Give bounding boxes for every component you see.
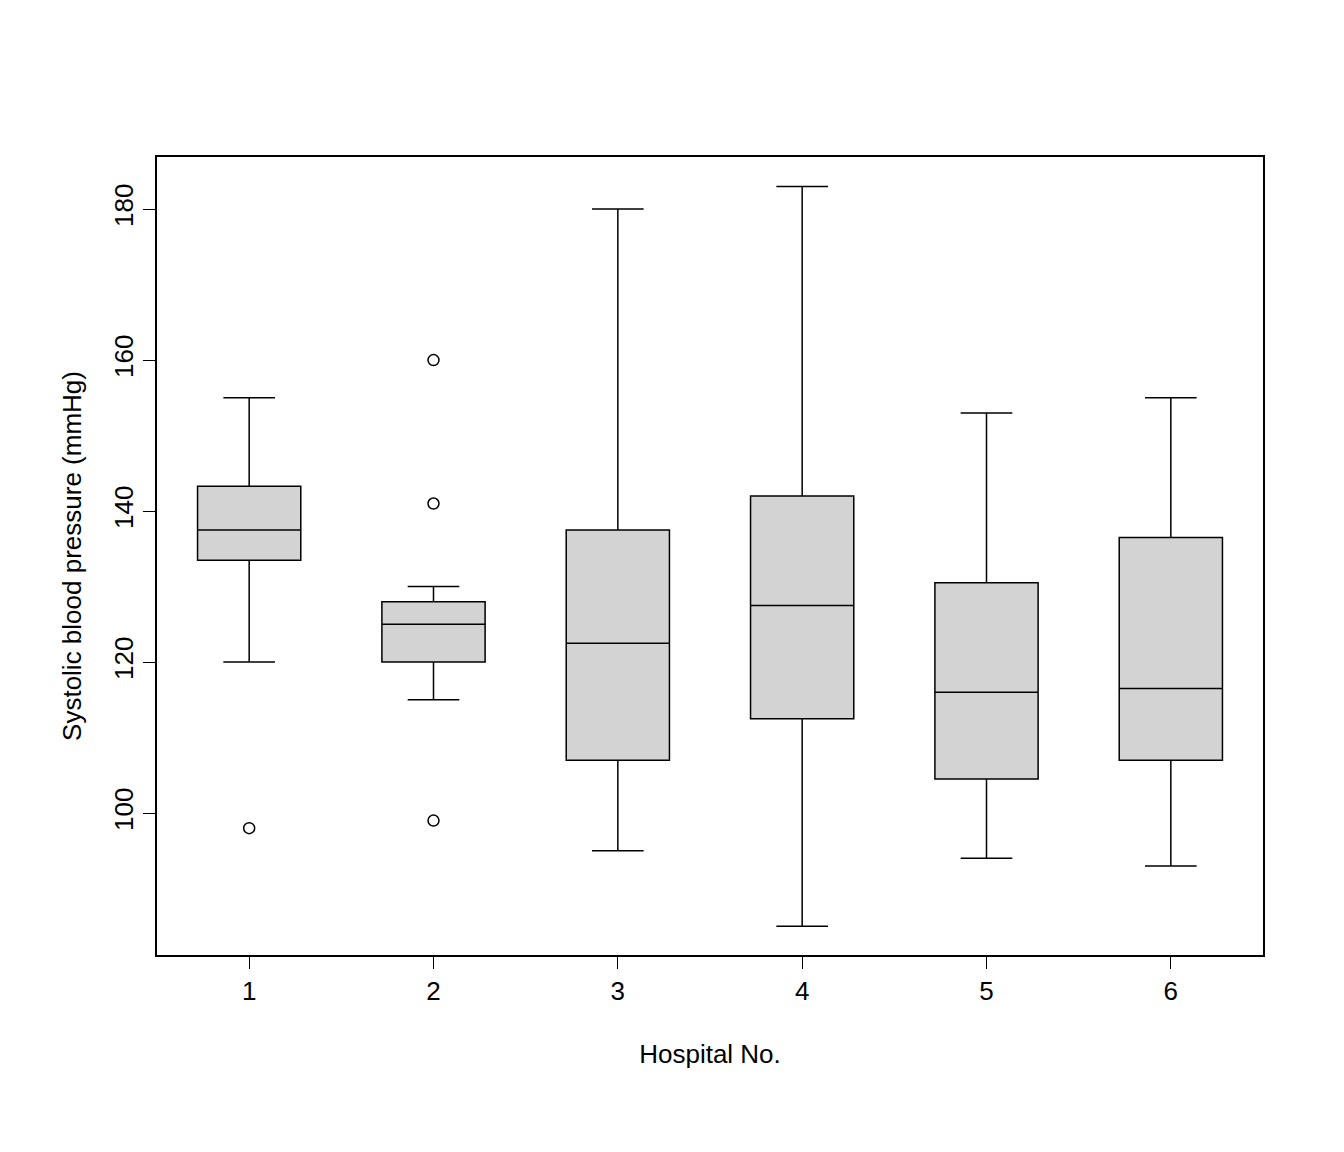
svg-text:3: 3: [611, 976, 625, 1006]
svg-text:180: 180: [109, 183, 139, 226]
svg-text:5: 5: [979, 976, 993, 1006]
svg-text:120: 120: [109, 636, 139, 679]
svg-text:Systolic blood pressure (mmHg): Systolic blood pressure (mmHg): [57, 371, 87, 741]
svg-text:160: 160: [109, 334, 139, 377]
svg-text:Hospital No.: Hospital No.: [639, 1039, 781, 1069]
svg-text:100: 100: [109, 787, 139, 830]
svg-text:2: 2: [426, 976, 440, 1006]
svg-text:1: 1: [242, 976, 256, 1006]
svg-text:140: 140: [109, 485, 139, 528]
svg-text:6: 6: [1164, 976, 1178, 1006]
svg-text:4: 4: [795, 976, 809, 1006]
